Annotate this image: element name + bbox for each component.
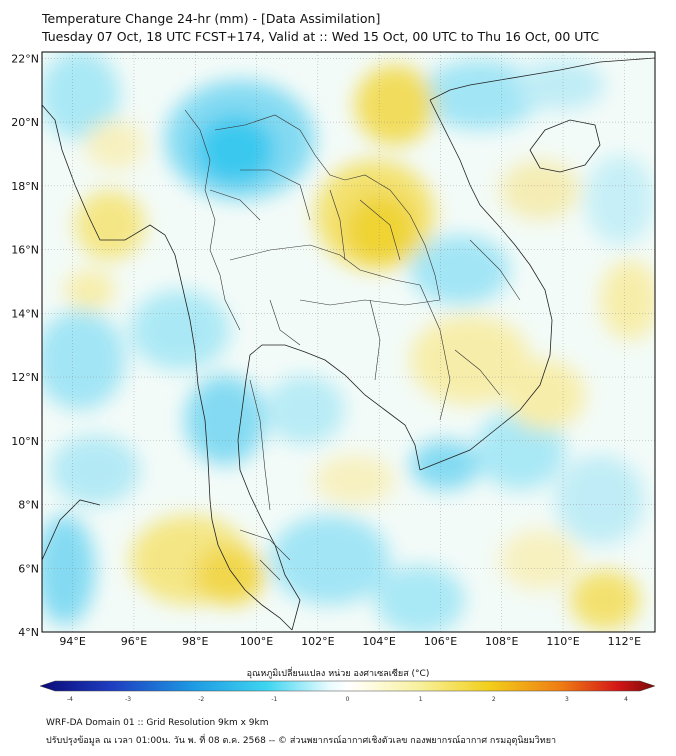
colorbar-tick-label: 1 <box>419 696 423 703</box>
lon-label: 100°E <box>240 635 273 648</box>
colorbar-tick-label: 4 <box>624 696 628 703</box>
longitude-labels: 94°E 96°E 98°E 100°E 102°E 104°E 106°E 108°E 110… <box>59 635 641 648</box>
lat-label: 12°N <box>11 371 39 384</box>
lon-label: 96°E <box>121 635 147 648</box>
colorbar-tick-label: -1 <box>271 696 277 703</box>
lon-label: 112°E <box>608 635 641 648</box>
lat-label: 14°N <box>11 307 39 320</box>
lat-label: 8°N <box>18 499 39 512</box>
footer-model-info: WRF-DA Domain 01 :: Grid Resolution 9km … <box>46 718 269 728</box>
temperature-field <box>42 52 655 632</box>
latitude-labels: 22°N 20°N 18°N 16°N 14°N 12°N 10°N 8°N 6°N 4°N <box>11 52 39 639</box>
colorbar-tick-label: 2 <box>492 696 496 703</box>
map-subtitle: Tuesday 07 Oct, 18 UTC FCST+174, Valid a… <box>42 29 600 44</box>
colorbar-ticks: -4 -3 -2 -1 0 1 2 3 4 <box>67 696 628 703</box>
colorbar-title: อุณหภูมิเปลี่ยนแปลง หน่วย องศาเซลเซียส (… <box>246 669 430 679</box>
lat-label: 4°N <box>18 626 39 639</box>
map-gridlines <box>42 52 655 633</box>
lon-label: 102°E <box>301 635 334 648</box>
colorbar-tick-label: 3 <box>565 696 569 703</box>
colorbar-tick-label: -2 <box>198 696 204 703</box>
province-borders <box>184 109 521 581</box>
lon-label: 94°E <box>59 635 85 648</box>
colorbar-tick-label: -4 <box>67 696 73 703</box>
lat-label: 20°N <box>11 116 39 129</box>
footer-update-info: ปรับปรุงข้อมูล ณ เวลา 01:00น. วัน พ. ที่… <box>46 736 557 746</box>
lat-label: 10°N <box>11 435 39 448</box>
lat-label: 16°N <box>11 244 39 257</box>
lon-label: 106°E <box>424 635 457 648</box>
coastlines <box>42 57 655 631</box>
colorbar-tick-label: -3 <box>125 696 131 703</box>
lat-label: 18°N <box>11 180 39 193</box>
lat-label: 22°N <box>11 52 39 65</box>
lon-label: 108°E <box>485 635 518 648</box>
lon-label: 104°E <box>362 635 395 648</box>
colorbar <box>39 680 656 692</box>
map-frame <box>41 51 656 633</box>
colorbar-tick-label: 0 <box>346 696 350 703</box>
map-title: Temperature Change 24-hr (mm) - [Data As… <box>42 11 381 26</box>
lat-label: 6°N <box>18 562 39 575</box>
lon-label: 98°E <box>182 635 208 648</box>
lon-label: 110°E <box>546 635 579 648</box>
